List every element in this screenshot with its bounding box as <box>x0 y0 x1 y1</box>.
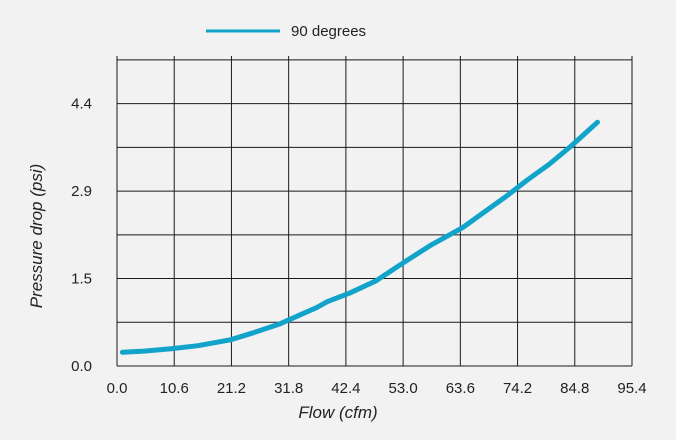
x-tick-label: 31.8 <box>274 380 303 397</box>
y-tick-label: 0.0 <box>71 358 92 375</box>
x-axis-title: Flow (cfm) <box>298 403 377 422</box>
grid <box>116 56 633 367</box>
x-tick-label: 84.8 <box>560 380 589 397</box>
series-line <box>119 119 600 355</box>
x-tick-labels: 0.0 10.6 21.2 31.8 42.4 53.0 63.6 74.2 84.8 95.4 <box>107 380 647 397</box>
y-axis-title: Pressure drop (psi) <box>27 164 46 309</box>
x-tick-label: 53.0 <box>389 380 418 397</box>
y-tick-label: 2.9 <box>71 183 92 200</box>
x-tick-label: 21.2 <box>217 380 246 397</box>
x-tick-label: 74.2 <box>503 380 532 397</box>
legend: 90 degrees <box>206 23 366 40</box>
y-tick-label: 1.5 <box>71 271 92 288</box>
x-tick-label: 63.6 <box>446 380 475 397</box>
x-tick-label: 0.0 <box>107 380 128 397</box>
y-tick-label: 4.4 <box>71 96 92 113</box>
x-tick-label: 42.4 <box>331 380 360 397</box>
x-tick-label: 10.6 <box>160 380 189 397</box>
legend-label: 90 degrees <box>291 23 366 40</box>
y-tick-labels: 0.0 1.5 2.9 4.4 <box>71 96 92 375</box>
x-tick-label: 95.4 <box>617 380 646 397</box>
series <box>119 119 600 355</box>
